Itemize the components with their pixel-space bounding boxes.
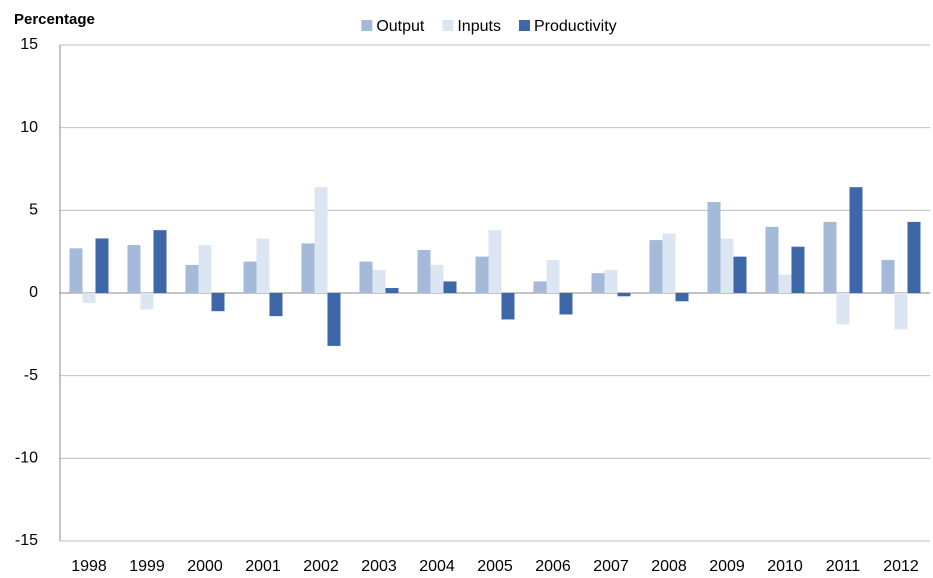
bar [385, 288, 399, 293]
bar [907, 221, 921, 293]
x-tick-label: 2008 [651, 558, 687, 575]
bar [372, 269, 386, 293]
bar [488, 230, 502, 293]
x-tick-label: 1999 [129, 558, 165, 575]
bar [559, 293, 573, 315]
y-tick-label: 0 [29, 284, 38, 301]
bar [69, 248, 83, 293]
x-tick-label: 2003 [361, 558, 397, 575]
bar [707, 202, 721, 293]
y-tick-label: 15 [20, 36, 38, 53]
bar [153, 230, 167, 293]
bar [327, 293, 341, 346]
x-tick-label: 2006 [535, 558, 571, 575]
legend-swatch [361, 20, 373, 31]
bar [211, 293, 225, 312]
x-tick-label: 2011 [826, 558, 861, 575]
legend-swatch [442, 20, 454, 31]
bar [894, 293, 908, 330]
bar [849, 187, 863, 293]
bar [823, 221, 837, 293]
x-tick-label: 1998 [71, 558, 107, 575]
legend-label: Inputs [457, 18, 501, 35]
bar [243, 261, 257, 293]
bar [881, 259, 895, 293]
legend-swatch [518, 20, 530, 31]
bar [198, 245, 212, 293]
bar [617, 293, 631, 297]
x-tick-label: 2007 [593, 558, 629, 575]
bar [591, 273, 605, 293]
y-tick-label: -5 [24, 367, 38, 384]
y-tick-label: -10 [15, 450, 38, 467]
legend-label: Productivity [534, 18, 617, 35]
x-tick-label: 2002 [303, 558, 339, 575]
y-tick-label: 10 [20, 119, 38, 136]
bar [546, 259, 560, 293]
bar [733, 256, 747, 293]
x-tick-label: 2009 [709, 558, 745, 575]
bar [778, 274, 792, 293]
bar [649, 240, 663, 293]
bar [443, 281, 457, 293]
y-axis-label: Percentage [14, 11, 95, 28]
bar [301, 243, 315, 293]
x-tick-label: 2004 [419, 558, 455, 575]
bar [720, 238, 734, 293]
bar [533, 281, 547, 293]
x-tick-label: 2012 [883, 558, 919, 575]
bar [185, 264, 199, 293]
bar [765, 226, 779, 293]
bar [269, 293, 283, 317]
bar [475, 256, 489, 293]
bar [417, 250, 431, 293]
bar [140, 293, 154, 310]
bar [314, 187, 328, 293]
bar [95, 238, 109, 293]
bar [82, 293, 96, 303]
bar [662, 233, 676, 293]
bar [675, 293, 689, 302]
y-tick-label: -15 [15, 532, 38, 549]
bar [501, 293, 515, 320]
bar [604, 269, 618, 293]
bar [256, 238, 270, 293]
x-tick-label: 2005 [477, 558, 513, 575]
bar [430, 264, 444, 293]
bar [127, 245, 141, 293]
x-tick-label: 2000 [187, 558, 223, 575]
bar [836, 293, 850, 325]
x-tick-label: 2001 [245, 558, 281, 575]
bar [359, 261, 373, 293]
y-tick-label: 5 [29, 202, 38, 219]
bar [791, 246, 805, 293]
legend-label: Output [376, 18, 425, 35]
x-tick-label: 2010 [767, 558, 803, 575]
